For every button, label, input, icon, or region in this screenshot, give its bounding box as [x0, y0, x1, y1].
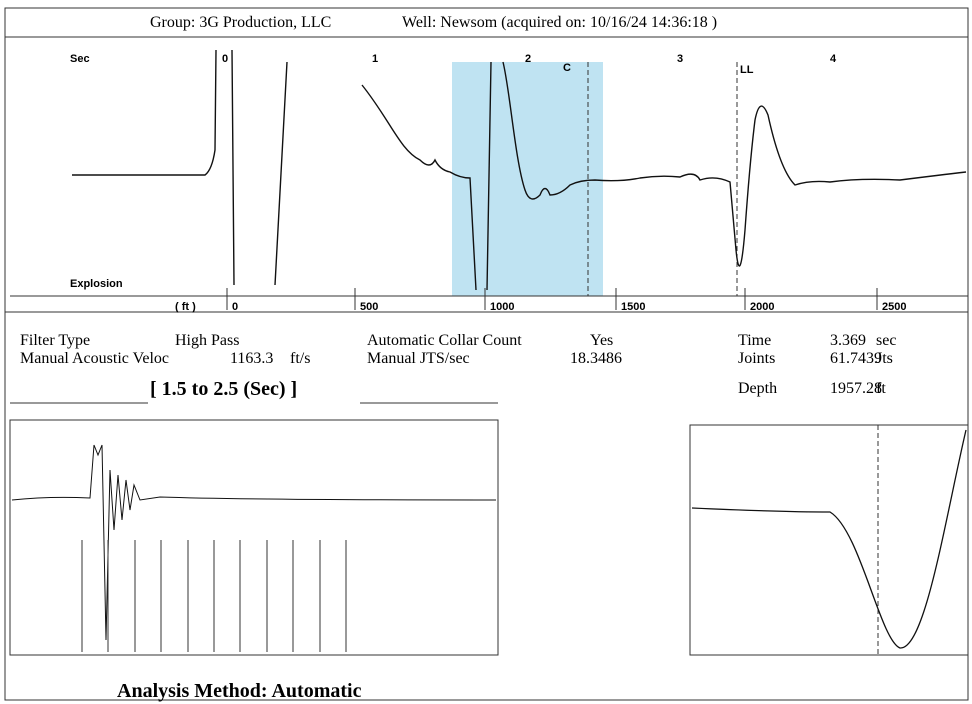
window-title: [ 1.5 to 2.5 (Sec) ]	[150, 378, 297, 400]
depth-tick-label: 0	[232, 301, 238, 313]
top-plot-frame	[4, 36, 969, 313]
time-tick: 4	[830, 53, 837, 65]
info-text: 61.7439	[830, 350, 882, 367]
info-text: 3.369	[830, 332, 866, 349]
info-text: Automatic Collar Count	[367, 332, 522, 349]
zoom-waveform	[691, 429, 967, 649]
info-text: High Pass	[175, 332, 239, 349]
header-group: Group: 3G Production, LLC	[150, 14, 331, 31]
info-text: Manual Acoustic Veloc	[20, 350, 169, 367]
window-plot-frame	[9, 419, 499, 656]
info-text: Time	[738, 332, 771, 349]
depth-tick-label: 1500	[621, 301, 645, 313]
depth-tick-label: 1000	[490, 301, 514, 313]
depth-tick-label: 2500	[882, 301, 906, 313]
depth-label: ( ft )	[175, 301, 196, 313]
time-tick: 1	[372, 53, 378, 65]
marker-c-label: C	[563, 62, 571, 74]
info-text: 1957.28	[830, 380, 882, 397]
time-label: Sec	[70, 53, 90, 65]
analysis-method: Analysis Method: Automatic	[117, 680, 362, 702]
time-tick: 2	[525, 53, 531, 65]
info-text: ft	[876, 380, 886, 397]
time-tick: 0	[222, 53, 228, 65]
time-tick: 3	[677, 53, 683, 65]
selection-window	[452, 62, 603, 296]
info-text: Manual JTS/sec	[367, 350, 470, 367]
info-text: sec	[876, 332, 896, 349]
info-text: Filter Type	[20, 332, 90, 349]
zoom-plot-frame	[689, 424, 969, 656]
info-text: 1163.3	[230, 350, 273, 367]
info-text: Joints	[738, 350, 775, 367]
info-text: Jts	[876, 350, 893, 367]
depth-tick-label: 500	[360, 301, 378, 313]
header-well: Well: Newsom (acquired on: 10/16/24 14:3…	[402, 14, 717, 31]
window-waveform	[11, 444, 497, 641]
event-label: Explosion	[70, 278, 123, 290]
waveform	[72, 49, 967, 291]
marker-ll-label: LL	[740, 64, 754, 76]
info-text: Yes	[590, 332, 613, 349]
info-text: ft/s	[290, 350, 310, 367]
info-text: Depth	[738, 380, 777, 397]
info-text: 18.3486	[570, 350, 622, 367]
depth-tick-label: 2000	[750, 301, 774, 313]
